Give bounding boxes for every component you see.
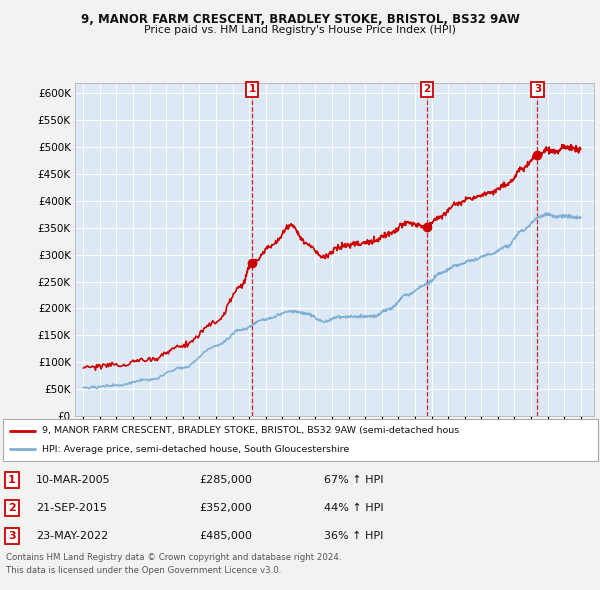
Text: 3: 3 bbox=[8, 531, 16, 541]
Text: 23-MAY-2022: 23-MAY-2022 bbox=[36, 531, 108, 541]
Text: HPI: Average price, semi-detached house, South Gloucestershire: HPI: Average price, semi-detached house,… bbox=[41, 445, 349, 454]
Text: 10-MAR-2005: 10-MAR-2005 bbox=[36, 475, 110, 485]
Text: 21-SEP-2015: 21-SEP-2015 bbox=[36, 503, 107, 513]
Text: Contains HM Land Registry data © Crown copyright and database right 2024.
This d: Contains HM Land Registry data © Crown c… bbox=[6, 553, 341, 575]
Text: 2: 2 bbox=[8, 503, 16, 513]
Text: 3: 3 bbox=[534, 84, 541, 94]
Text: £352,000: £352,000 bbox=[199, 503, 252, 513]
Text: £485,000: £485,000 bbox=[199, 531, 252, 541]
Text: 44% ↑ HPI: 44% ↑ HPI bbox=[325, 503, 384, 513]
Text: £285,000: £285,000 bbox=[199, 475, 252, 485]
Text: 9, MANOR FARM CRESCENT, BRADLEY STOKE, BRISTOL, BS32 9AW (semi-detached hous: 9, MANOR FARM CRESCENT, BRADLEY STOKE, B… bbox=[41, 427, 459, 435]
Text: 1: 1 bbox=[248, 84, 256, 94]
Text: 2: 2 bbox=[423, 84, 430, 94]
Text: 36% ↑ HPI: 36% ↑ HPI bbox=[325, 531, 384, 541]
Text: 1: 1 bbox=[8, 475, 16, 485]
Text: 9, MANOR FARM CRESCENT, BRADLEY STOKE, BRISTOL, BS32 9AW: 9, MANOR FARM CRESCENT, BRADLEY STOKE, B… bbox=[80, 13, 520, 26]
Text: 67% ↑ HPI: 67% ↑ HPI bbox=[325, 475, 384, 485]
Text: Price paid vs. HM Land Registry's House Price Index (HPI): Price paid vs. HM Land Registry's House … bbox=[144, 25, 456, 35]
